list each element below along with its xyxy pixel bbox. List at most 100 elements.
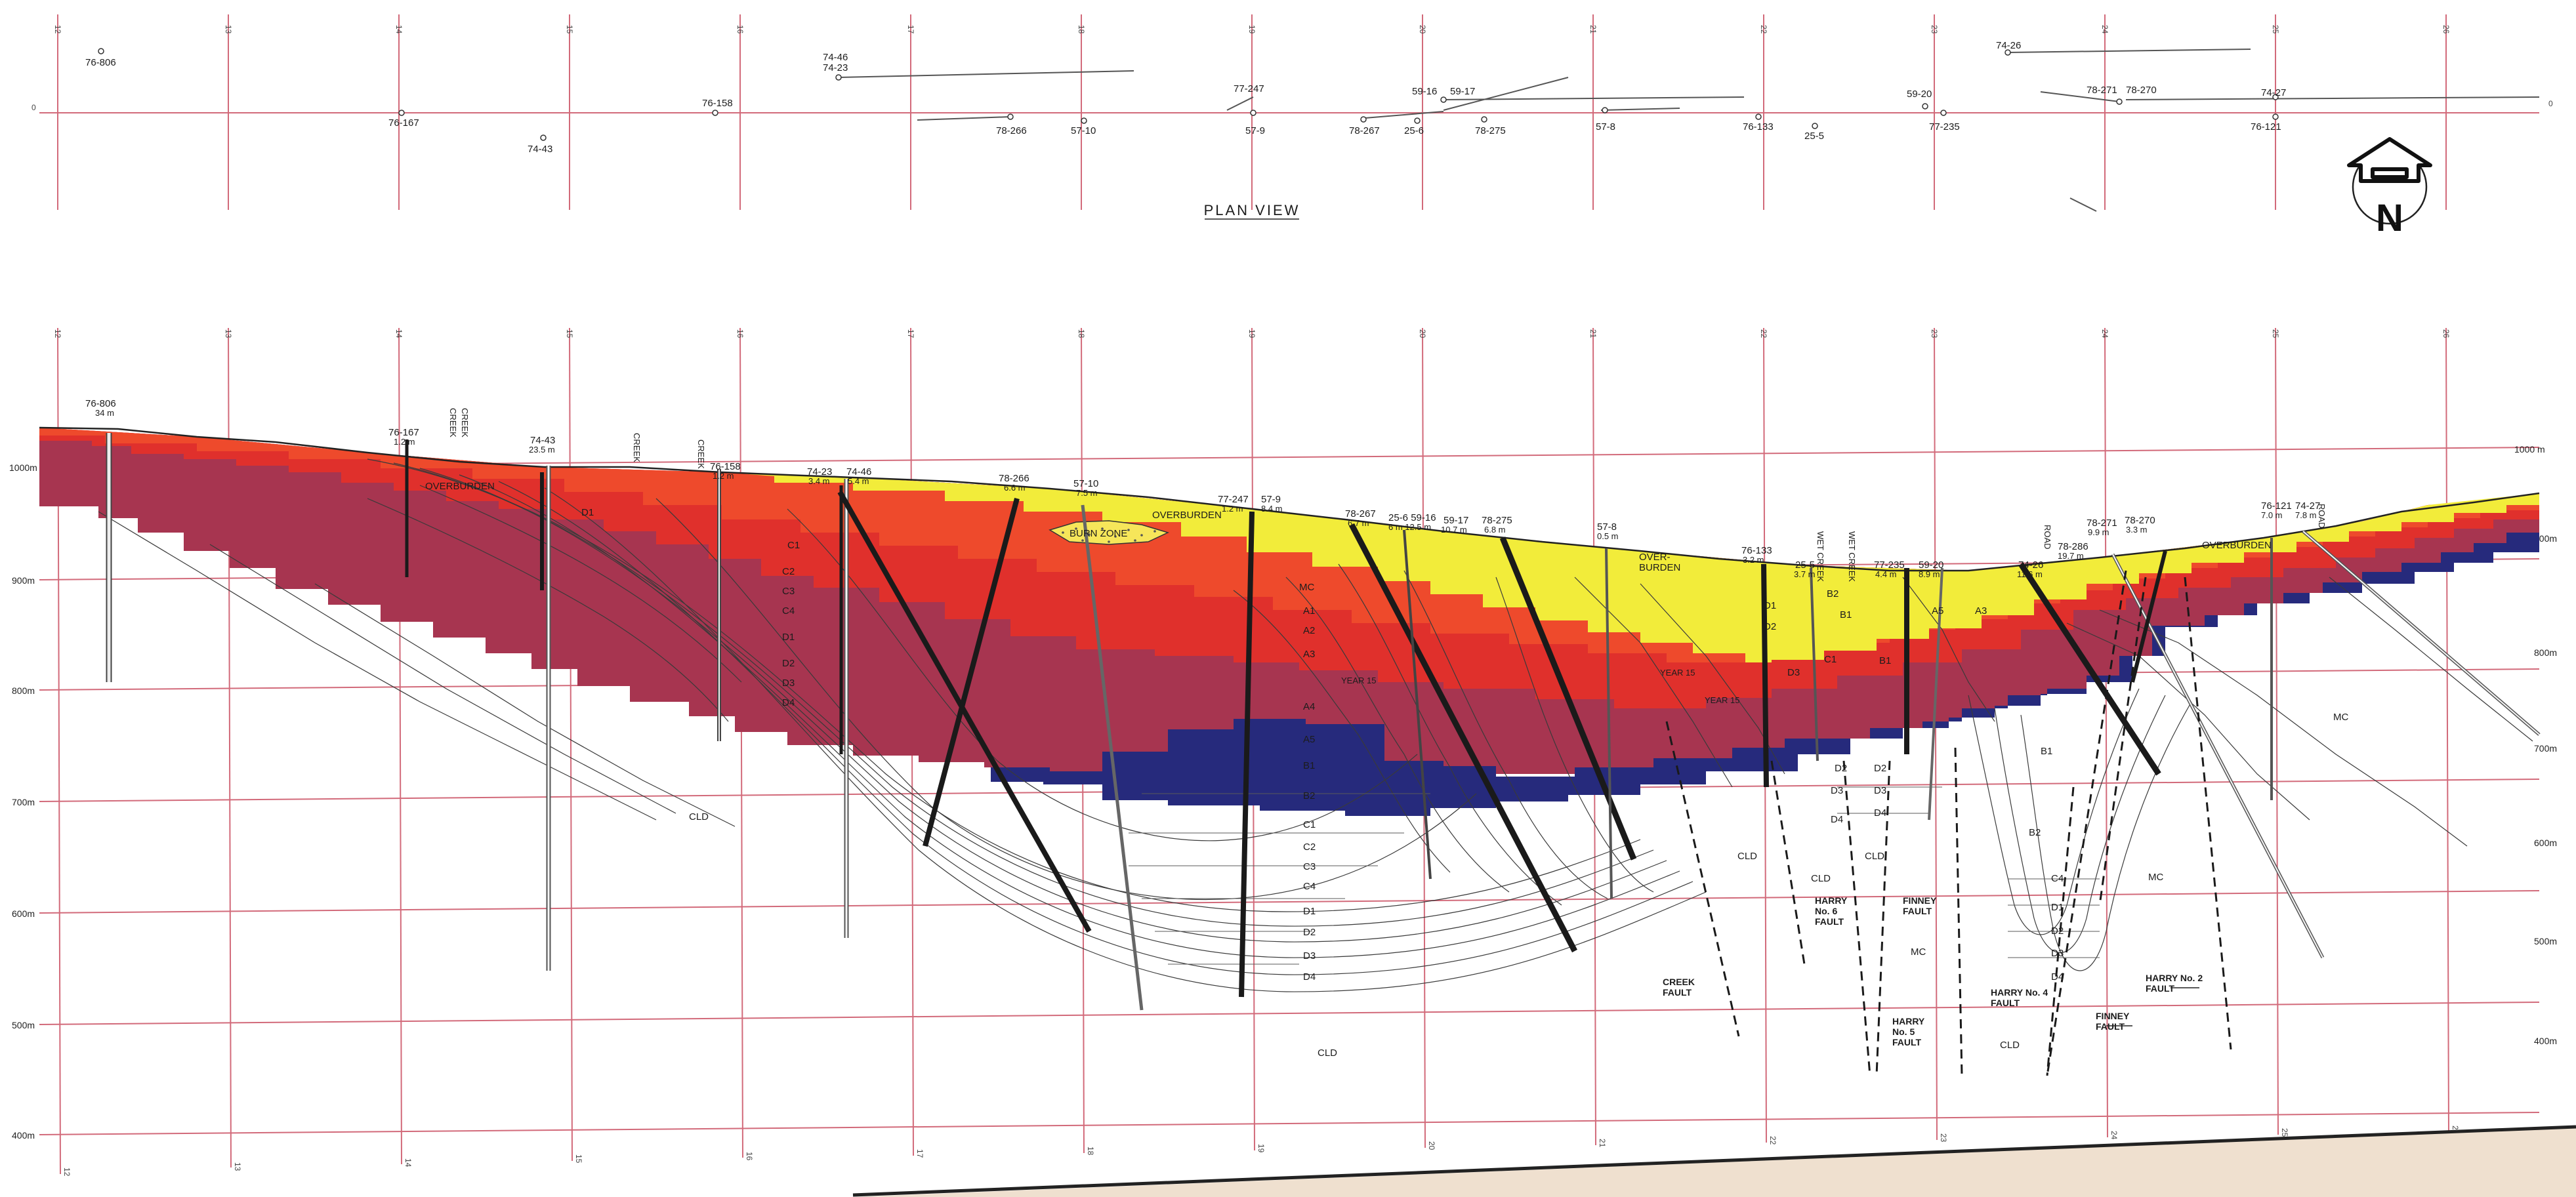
- collar-depth: 34 m: [95, 408, 114, 418]
- plan-grid-label: 12: [53, 25, 62, 34]
- cld-label: CLD: [1318, 1047, 1337, 1059]
- plan-hole-label: 74-26: [1996, 40, 2021, 51]
- plan-hole-labels: 76-806 76-167 74-43 76-158 74-46 74-23 7…: [85, 40, 2286, 155]
- drill-hole: [1499, 537, 1637, 861]
- seam-label: D1: [581, 507, 594, 518]
- seam-label: D1: [782, 632, 795, 643]
- seam-label: A5: [1932, 605, 1943, 617]
- seam-label: B2: [1303, 790, 1315, 801]
- seam-label: D2: [1764, 621, 1776, 632]
- seam-label: A3: [1975, 605, 1987, 617]
- fault-labels: HARRY No. 6 FAULT FINNEY FAULT CREEK FAU…: [1663, 895, 2203, 1047]
- wet-creek-note: WET CREEK: [1816, 531, 1825, 582]
- surface-notes: CREEK CREEK CREEK CREEK WET CREEK WET CR…: [448, 408, 2327, 582]
- seam-label: B2: [2029, 827, 2041, 838]
- mc-label: MC: [1299, 582, 1314, 593]
- plan-grid-label: 15: [565, 25, 574, 34]
- plan-hole-label: 25-6: [1404, 125, 1424, 136]
- seam-label: D3: [1303, 950, 1316, 962]
- mc-label: MC: [2333, 712, 2348, 723]
- plan-hole-label: 78-270: [2126, 85, 2157, 96]
- elevation-labels-left: 1000m 900m 800m 700m 600m 500m 400m: [9, 462, 37, 1141]
- collar-depth: 1.2 m: [1222, 504, 1243, 514]
- seam-label: B1: [1303, 760, 1315, 771]
- plan-hole-label: 59-20: [1907, 89, 1932, 100]
- collar-label: 74-46: [846, 466, 871, 477]
- collar-depth: 3.3 m: [2126, 525, 2148, 535]
- fault-label: CREEK: [1663, 977, 1695, 987]
- elevation-labels-right: 1000 m 900m 800m 700m 600m 500m 400m: [2514, 444, 2557, 1046]
- plan-hole-label: 25-5: [1804, 131, 1824, 142]
- section-grid-label: 19: [1257, 1144, 1266, 1153]
- cld-label: CLD: [1865, 851, 1884, 862]
- seam-label: C3: [1303, 861, 1316, 872]
- sheet-edge-line: [852, 1125, 2576, 1197]
- collar-label: 74-43: [530, 435, 555, 446]
- ground-surface: [39, 426, 2540, 572]
- elevation-label: 1000 m: [2514, 444, 2545, 455]
- plan-hole-label: 76-806: [85, 57, 116, 68]
- collar-depth: 7.8 m: [2295, 510, 2317, 520]
- unit-labels: OVERBURDEN OVERBURDEN OVER- BURDEN OVERB…: [425, 481, 2348, 1059]
- collar-depth: 6.6 m: [1004, 483, 1026, 493]
- seam-label: C4: [1303, 881, 1316, 892]
- drill-hole: [2130, 550, 2167, 683]
- plan-grid-label: 25: [2271, 25, 2280, 34]
- fault-label: No. 6: [1815, 906, 1837, 916]
- section-grid-label: 16: [736, 329, 745, 338]
- seam-label: D4: [1874, 807, 1886, 819]
- drill-hole: [1810, 567, 1819, 761]
- section-grid-label: 19: [1247, 329, 1257, 338]
- plan-hole-label: 76-167: [388, 117, 419, 129]
- seam-label: C1: [1824, 654, 1837, 665]
- seam-label: B2: [1827, 588, 1839, 599]
- section-grid-label: 17: [906, 329, 915, 338]
- seam-label: D1: [1764, 600, 1776, 611]
- seam-label: YEAR 15: [1660, 668, 1695, 678]
- collar-label: 59-20: [1919, 559, 1943, 571]
- elevation-label: 900m: [2534, 533, 2557, 544]
- road-note: ROAD: [2317, 504, 2327, 529]
- plan-grid-label: 24: [2100, 25, 2109, 34]
- collar-label: 59-17: [1444, 515, 1468, 526]
- seam-label: D3: [2051, 948, 2064, 959]
- seam-label: D3: [1874, 785, 1886, 796]
- drill-hole: [1081, 504, 1144, 1011]
- drill-hole: [1349, 523, 1577, 953]
- drill-hole: [2302, 531, 2540, 735]
- collar-depth: 6.8 m: [1484, 525, 1506, 535]
- seam-label: D3: [1787, 667, 1800, 678]
- section-grid-label: 23: [1939, 1133, 1948, 1143]
- collar-depth: 4.4 m: [1875, 569, 1897, 579]
- seam-label: C4: [782, 605, 795, 617]
- collar-depth: 10.7 m: [1441, 525, 1467, 535]
- collar-label: 77-235: [1874, 559, 1905, 571]
- elevation-label: 500m: [12, 1020, 35, 1030]
- collar-depth: 3.7 m: [1794, 569, 1816, 579]
- fault-label: HARRY: [1815, 895, 1848, 906]
- seam-contours: [98, 458, 2533, 992]
- drill-hole: [923, 497, 1020, 847]
- collar-depth: 8.9 m: [1919, 569, 1940, 579]
- section-grid-label: 16: [745, 1152, 754, 1161]
- seam-label: YEAR 15: [1341, 676, 1376, 685]
- section-grid-label: 18: [1077, 329, 1086, 338]
- section-grid-label: 13: [224, 329, 233, 338]
- collar-label: 78-267: [1345, 508, 1376, 519]
- collar-depth: 11.6 m: [2017, 569, 2043, 579]
- plan-grid-label: 19: [1247, 25, 1257, 34]
- section-grid-label: 24: [2109, 1131, 2119, 1140]
- plan-hole-label: 77-235: [1929, 121, 1960, 132]
- plan-hole-label: 78-266: [996, 125, 1027, 136]
- overburden-label: BURDEN: [1639, 562, 1680, 573]
- cld-label: CLD: [1811, 873, 1831, 884]
- section-grid-label: 21: [1598, 1139, 1607, 1148]
- plan-hole-traces: [838, 49, 2540, 212]
- seam-label: A1: [1303, 605, 1315, 617]
- fault-label: FINNEY: [2096, 1011, 2130, 1021]
- section-grid-label: 20: [1427, 1141, 1436, 1150]
- blue-zone-central: [991, 719, 1785, 816]
- plan-hole-label: 74-46: [823, 52, 848, 63]
- collar-labels: 76-806 34 m 76-167 1.2 m 74-43 23.5 m 76…: [85, 398, 2320, 579]
